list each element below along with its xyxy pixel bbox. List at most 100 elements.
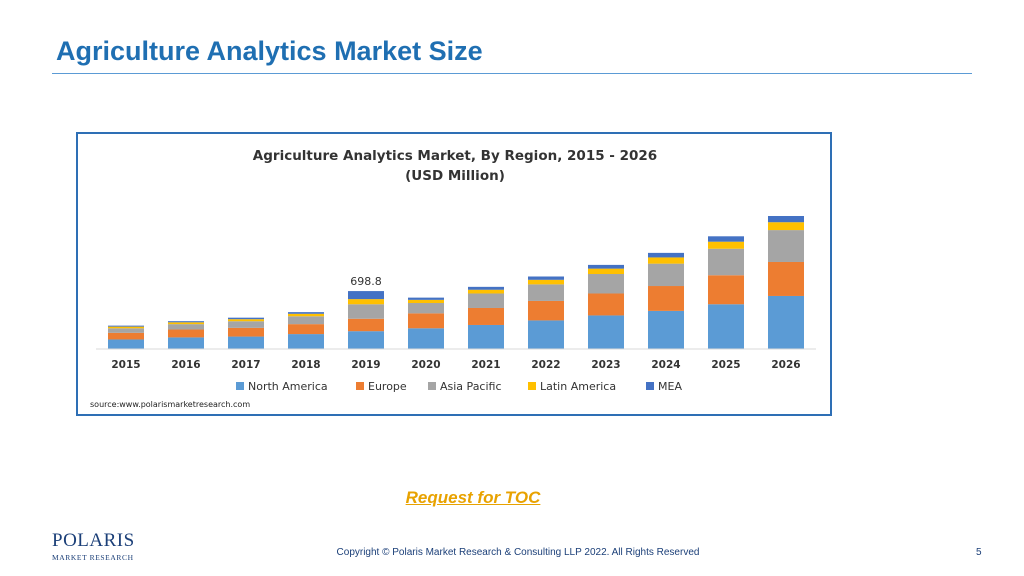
bar-segment-2017-mea: [228, 317, 264, 320]
bar-segment-2015-latin-america: [108, 326, 144, 329]
stacked-bar-chart: Agriculture Analytics Market, By Region,…: [96, 148, 816, 393]
bar-segment-2016-latin-america: [168, 322, 204, 325]
bar-segment-2020-north-america: [408, 328, 444, 349]
title-divider: [52, 73, 972, 74]
bar-segment-2026-asia-pacific: [768, 230, 804, 262]
bar-segment-2018-north-america: [288, 334, 324, 349]
x-tick-label: 2017: [231, 359, 260, 371]
bar-segment-2026-latin-america: [768, 222, 804, 231]
bar-segment-2022-latin-america: [528, 279, 564, 285]
bar-segment-2019-asia-pacific: [348, 304, 384, 319]
bar-segment-2023-mea: [588, 264, 624, 269]
bar-segment-2022-europe: [528, 300, 564, 321]
x-tick-labels: 2015 2016 2017 2018 2019 2020 2021 2022 2023 2024…: [111, 359, 800, 371]
bar-segment-2019-north-america: [348, 331, 384, 349]
bar-segment-2025-north-america: [708, 304, 744, 349]
annotations: 698.8: [350, 275, 382, 288]
x-tick-label: 2025: [711, 359, 740, 371]
bar-segment-2024-asia-pacific: [648, 263, 684, 287]
bar-segment-2024-europe: [648, 286, 684, 311]
bar-segment-2021-latin-america: [468, 289, 504, 294]
chart-subtitle: (USD Million): [405, 168, 505, 184]
x-tick-label: 2019: [351, 359, 380, 371]
legend-swatch: [356, 382, 364, 390]
bar-segment-2015-europe: [108, 332, 144, 340]
legend-label: MEA: [658, 380, 682, 393]
bar-segment-2026-mea: [768, 216, 804, 223]
x-tick-label: 2026: [771, 359, 800, 371]
bar-segment-2017-europe: [228, 327, 264, 337]
bar-segment-2023-north-america: [588, 315, 624, 349]
x-tick-label: 2018: [291, 359, 320, 371]
bar-segment-2023-asia-pacific: [588, 274, 624, 294]
page-title: Agriculture Analytics Market Size: [56, 36, 483, 66]
legend-swatch: [428, 382, 436, 390]
bar-segment-2020-europe: [408, 313, 444, 329]
bar-segment-2024-north-america: [648, 310, 684, 349]
bar-segment-2017-latin-america: [228, 319, 264, 322]
chart-title: Agriculture Analytics Market, By Region,…: [253, 148, 657, 164]
bar-segment-2021-asia-pacific: [468, 293, 504, 308]
legend-swatch: [528, 382, 536, 390]
bar-segment-2019-mea: [348, 291, 384, 300]
bar-segment-2024-mea: [648, 252, 684, 258]
bar-segment-2025-europe: [708, 275, 744, 305]
data-label: 698.8: [350, 275, 382, 288]
bar-segment-2016-north-america: [168, 337, 204, 349]
bar-segment-2025-latin-america: [708, 241, 744, 249]
x-tick-label: 2024: [651, 359, 680, 371]
x-tick-label: 2020: [411, 359, 440, 371]
x-tick-label: 2016: [171, 359, 200, 371]
polaris-logo: POLARIS MARKET RESEARCH: [52, 530, 135, 564]
bar-segment-2023-europe: [588, 293, 624, 316]
page-number: 5: [976, 547, 982, 558]
legend-label: Latin America: [540, 380, 616, 393]
logo-subtitle: MARKET RESEARCH: [52, 553, 134, 562]
x-tick-label: 2023: [591, 359, 620, 371]
x-tick-label: 2021: [471, 359, 500, 371]
bar-segment-2017-asia-pacific: [228, 321, 264, 328]
legend-label: North America: [248, 380, 328, 393]
bar-segment-2016-asia-pacific: [168, 324, 204, 330]
chart-frame: Agriculture Analytics Market, By Region,…: [76, 132, 832, 416]
legend-label: Europe: [368, 380, 407, 393]
bar-segment-2015-north-america: [108, 339, 144, 349]
bar-segment-2021-north-america: [468, 324, 504, 349]
bar-segment-2021-mea: [468, 286, 504, 290]
bar-segment-2019-europe: [348, 318, 384, 332]
copyright-text: Copyright © Polaris Market Research & Co…: [336, 547, 700, 558]
bar-segment-2018-asia-pacific: [288, 316, 324, 325]
bar-segment-2018-europe: [288, 324, 324, 335]
legend-label: Asia Pacific: [440, 380, 502, 393]
x-tick-label: 2022: [531, 359, 560, 371]
bar-segment-2017-north-america: [228, 336, 264, 349]
bar-segment-2020-latin-america: [408, 299, 444, 304]
bar-segment-2021-europe: [468, 307, 504, 325]
bar-segment-2026-north-america: [768, 295, 804, 349]
bar-segment-2016-europe: [168, 329, 204, 338]
legend-swatch: [236, 382, 244, 390]
bar-segment-2020-mea: [408, 297, 444, 300]
bar-segment-2016-mea: [168, 321, 204, 323]
legend-swatch: [646, 382, 654, 390]
bar-segment-2022-mea: [528, 276, 564, 280]
chart-source: source:www.polarismarketresearch.com: [90, 400, 251, 409]
bar-segment-2026-europe: [768, 261, 804, 296]
bars-layer: [108, 216, 804, 349]
logo-wordmark: POLARIS: [52, 530, 135, 551]
bar-segment-2019-latin-america: [348, 299, 384, 305]
bar-segment-2015-asia-pacific: [108, 328, 144, 333]
bar-segment-2018-mea: [288, 312, 324, 314]
bar-segment-2023-latin-america: [588, 268, 624, 275]
request-toc-link[interactable]: Request for TOC: [405, 488, 541, 507]
bar-segment-2020-asia-pacific: [408, 303, 444, 314]
bar-segment-2015-mea: [108, 325, 144, 327]
bar-segment-2024-latin-america: [648, 257, 684, 264]
bar-segment-2018-latin-america: [288, 313, 324, 317]
chart-legend: North America Europe Asia Pacific Latin Ame…: [236, 380, 682, 393]
bar-segment-2022-north-america: [528, 320, 564, 349]
bar-segment-2022-asia-pacific: [528, 284, 564, 301]
bar-segment-2025-mea: [708, 236, 744, 242]
x-tick-label: 2015: [111, 359, 140, 371]
bar-segment-2025-asia-pacific: [708, 248, 744, 276]
